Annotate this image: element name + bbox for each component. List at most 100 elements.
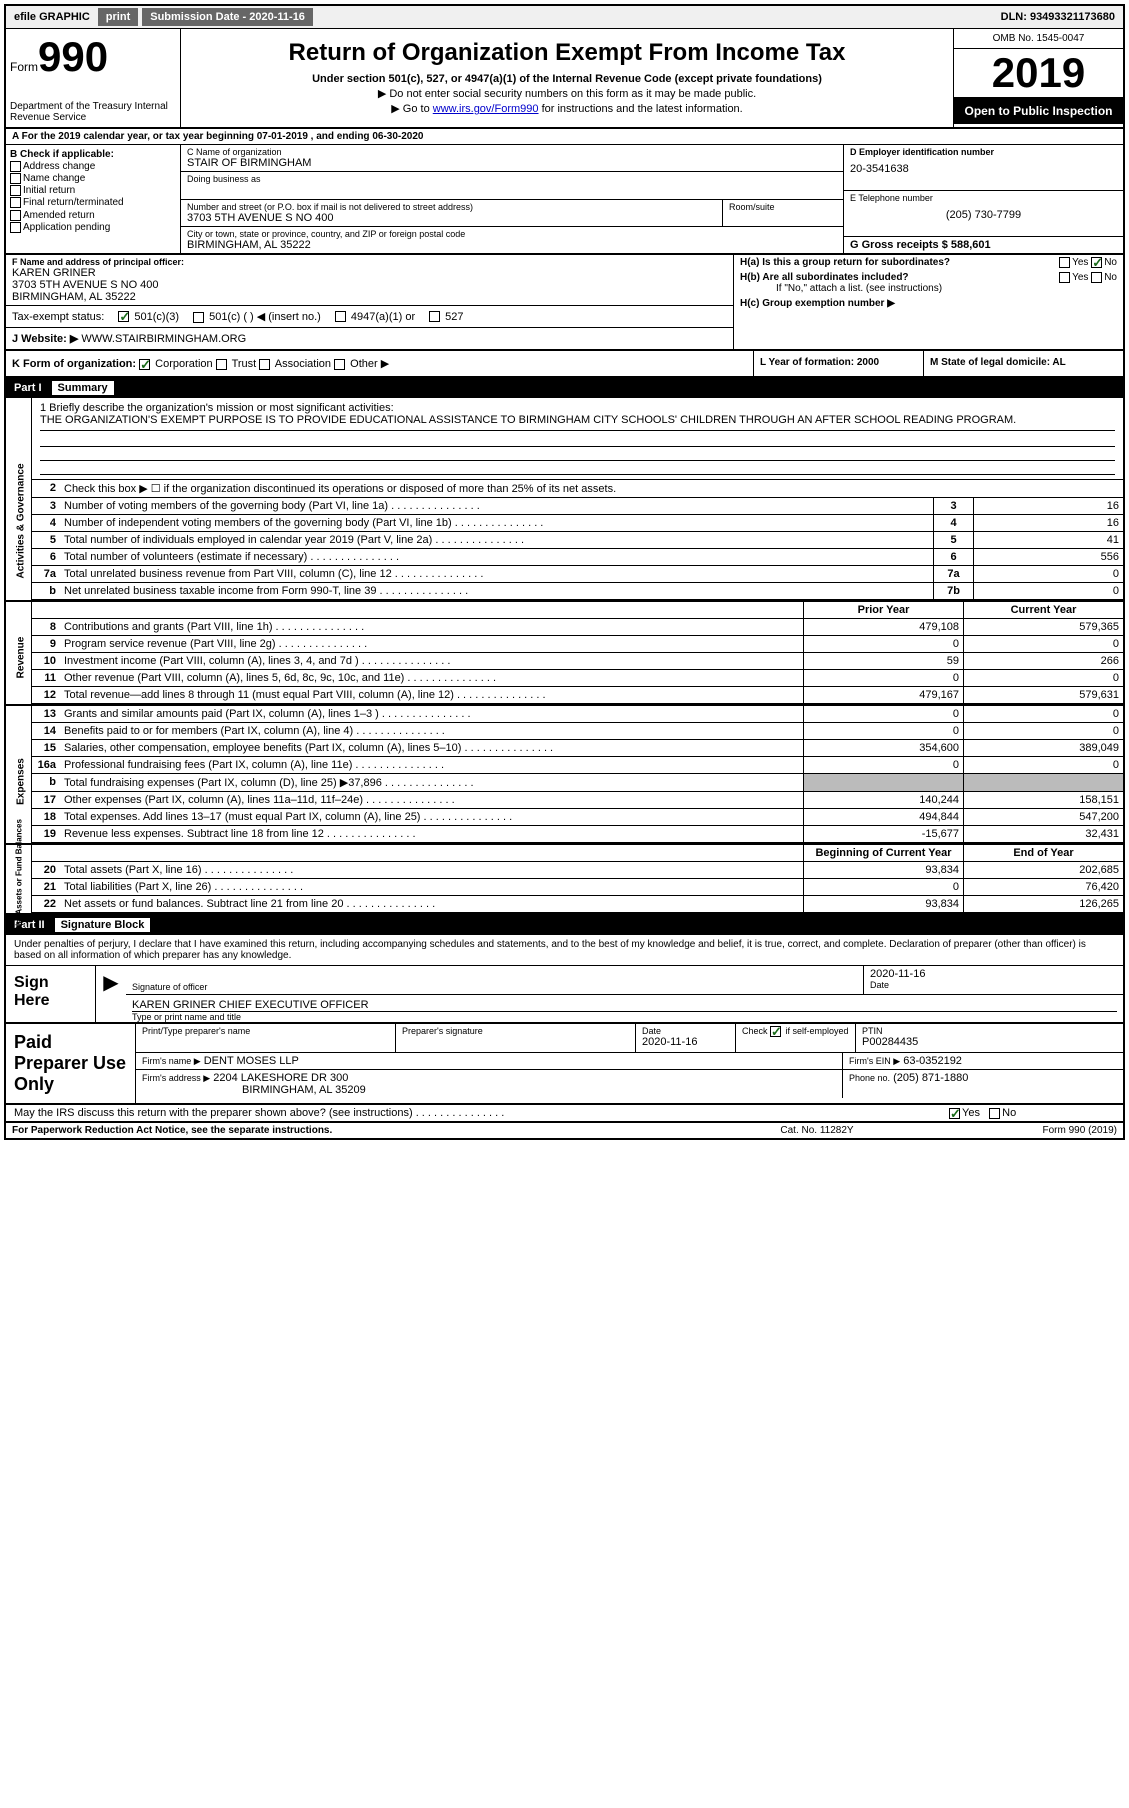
sub3-post: for instructions and the latest informat…	[539, 103, 743, 115]
city-value: BIRMINGHAM, AL 35222	[187, 239, 837, 251]
summary-row: 7aTotal unrelated business revenue from …	[32, 566, 1123, 583]
cb-final-return[interactable]: Final return/terminated	[10, 197, 176, 208]
line-a: A For the 2019 calendar year, or tax yea…	[6, 129, 1123, 145]
pycy-header-rev: Prior Year Current Year	[32, 602, 1123, 619]
k-label: K Form of organization:	[12, 358, 136, 370]
tax-year: 2019	[954, 49, 1123, 98]
firm-phone-label: Phone no.	[849, 1073, 890, 1083]
sub3-pre: ▶ Go to	[391, 103, 432, 115]
hc-label: H(c) Group exemption number ▶	[740, 298, 895, 309]
subtitle-1: Under section 501(c), 527, or 4947(a)(1)…	[189, 73, 945, 85]
firm-name: DENT MOSES LLP	[204, 1055, 299, 1067]
part1-num: Part I	[14, 382, 42, 394]
officer-addr: 3703 5TH AVENUE S NO 400	[12, 279, 727, 291]
cb-initial-return[interactable]: Initial return	[10, 185, 176, 196]
summary-row: 6Total number of volunteers (estimate if…	[32, 549, 1123, 566]
summary-row: 9Program service revenue (Part VIII, lin…	[32, 636, 1123, 653]
header-left: Form990 Department of the Treasury Inter…	[6, 29, 181, 127]
cb-application-pending[interactable]: Application pending	[10, 222, 176, 233]
cb-trust[interactable]: Trust	[216, 358, 257, 370]
website-label: J Website: ▶	[12, 333, 78, 345]
current-year-hdr: Current Year	[963, 602, 1123, 618]
ha-no[interactable]	[1091, 257, 1102, 268]
firm-name-label: Firm's name ▶	[142, 1056, 201, 1066]
cb-501c3[interactable]: 501(c)(3)	[118, 311, 179, 323]
phone-value: (205) 730-7799	[850, 209, 1117, 221]
part2-header: Part II Signature Block	[6, 915, 1123, 935]
form-label: Form	[10, 60, 38, 74]
ptin-label: PTIN	[862, 1026, 1117, 1036]
firm-ein-label: Firm's EIN ▶	[849, 1056, 900, 1066]
line-2: 2Check this box ▶ ☐ if the organization …	[32, 480, 1123, 498]
cb-527[interactable]: 527	[429, 311, 463, 323]
tax-exempt-row: Tax-exempt status: 501(c)(3) 501(c) ( ) …	[6, 306, 733, 328]
summary-row: 21Total liabilities (Part X, line 26)076…	[32, 879, 1123, 896]
expenses-block: Expenses 13Grants and similar amounts pa…	[6, 706, 1123, 845]
hb-yes[interactable]	[1059, 272, 1070, 283]
summary-row: 5Total number of individuals employed in…	[32, 532, 1123, 549]
end-year-hdr: End of Year	[963, 845, 1123, 861]
org-name: STAIR OF BIRMINGHAM	[187, 157, 837, 169]
part1-header: Part I Summary	[6, 378, 1123, 398]
preparer-block: Paid Preparer Use Only Print/Type prepar…	[6, 1024, 1123, 1105]
org-name-label: C Name of organization	[187, 147, 837, 157]
section-k: K Form of organization: Corporation Trus…	[6, 351, 753, 376]
officer-city: BIRMINGHAM, AL 35222	[12, 291, 727, 303]
vert-nab: Net Assets or Fund Balances	[15, 840, 24, 930]
summary-row: 11Other revenue (Part VIII, column (A), …	[32, 670, 1123, 687]
section-de: D Employer identification number 20-3541…	[843, 145, 1123, 253]
section-bcd: B Check if applicable: Address change Na…	[6, 145, 1123, 255]
irs-link[interactable]: www.irs.gov/Form990	[433, 103, 539, 115]
form-990-page: efile GRAPHIC print Submission Date - 20…	[4, 4, 1125, 1140]
cb-amended-return[interactable]: Amended return	[10, 210, 176, 221]
sig-date: 2020-11-16	[870, 968, 1117, 980]
efile-label: efile GRAPHIC	[8, 9, 96, 25]
hb-no[interactable]	[1091, 272, 1102, 283]
cb-address-change[interactable]: Address change	[10, 161, 176, 172]
department-label: Department of the Treasury Internal Reve…	[10, 101, 176, 123]
part1-title: Summary	[52, 381, 114, 395]
phone-label: E Telephone number	[850, 193, 1117, 203]
sig-name-label: Type or print name and title	[132, 1012, 1117, 1022]
cb-association[interactable]: Association	[259, 358, 331, 370]
summary-row: 22Net assets or fund balances. Subtract …	[32, 896, 1123, 913]
self-employed-cb[interactable]	[770, 1026, 781, 1037]
revenue-block: Revenue Prior Year Current Year 8Contrib…	[6, 602, 1123, 706]
discuss-yes[interactable]	[949, 1108, 960, 1119]
topbar: efile GRAPHIC print Submission Date - 20…	[6, 6, 1123, 29]
ptin-value: P00284435	[862, 1036, 1117, 1048]
submission-date-button[interactable]: Submission Date - 2020-11-16	[142, 8, 313, 26]
discuss-no[interactable]	[989, 1108, 1000, 1119]
net-assets-block: Net Assets or Fund Balances Beginning of…	[6, 845, 1123, 915]
prep-date-label: Date	[642, 1026, 729, 1036]
cb-corporation[interactable]: Corporation	[139, 358, 213, 370]
sig-intro: Under penalties of perjury, I declare th…	[6, 935, 1123, 966]
section-c: C Name of organization STAIR OF BIRMINGH…	[181, 145, 843, 253]
cb-other[interactable]: Other ▶	[334, 358, 389, 370]
addr-label: Number and street (or P.O. box if mail i…	[187, 202, 716, 212]
firm-addr1: 2204 LAKESHORE DR 300	[213, 1072, 348, 1084]
bcey-header: Beginning of Current Year End of Year	[32, 845, 1123, 862]
subtitle-3: ▶ Go to www.irs.gov/Form990 for instruct…	[189, 102, 945, 115]
mission-text: THE ORGANIZATION'S EXEMPT PURPOSE IS TO …	[40, 414, 1115, 431]
prep-check-label: Check if self-employed	[742, 1026, 849, 1037]
ha-yes[interactable]	[1059, 257, 1070, 268]
ha-label: H(a) Is this a group return for subordin…	[740, 257, 950, 268]
section-h: H(a) Is this a group return for subordin…	[733, 255, 1123, 349]
print-button[interactable]: print	[98, 8, 138, 26]
blank-line-2	[40, 447, 1115, 461]
city-label: City or town, state or province, country…	[187, 229, 837, 239]
subtitle-2: ▶ Do not enter social security numbers o…	[189, 87, 945, 100]
addr-value: 3703 5TH AVENUE S NO 400	[187, 212, 716, 224]
cb-4947[interactable]: 4947(a)(1) or	[335, 311, 415, 323]
begin-year-hdr: Beginning of Current Year	[803, 845, 963, 861]
blank-line-1	[40, 433, 1115, 447]
summary-row: 3Number of voting members of the governi…	[32, 498, 1123, 515]
footer-mid: Cat. No. 11282Y	[717, 1125, 917, 1136]
dba-label: Doing business as	[187, 174, 837, 184]
mission-box: 1 Briefly describe the organization's mi…	[32, 398, 1123, 480]
cb-501c[interactable]: 501(c) ( ) ◀ (insert no.)	[193, 310, 321, 323]
cb-name-change[interactable]: Name change	[10, 173, 176, 184]
summary-row: bTotal fundraising expenses (Part IX, co…	[32, 774, 1123, 792]
room-label: Room/suite	[729, 202, 837, 212]
